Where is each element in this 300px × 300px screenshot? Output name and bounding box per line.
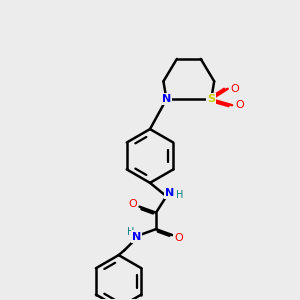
Text: N: N — [165, 188, 175, 198]
Text: H: H — [128, 226, 135, 236]
Text: N: N — [132, 232, 141, 242]
Text: O: O — [175, 233, 183, 243]
Text: S: S — [207, 94, 215, 104]
Text: O: O — [231, 84, 239, 94]
Text: O: O — [129, 199, 137, 209]
Text: N: N — [162, 94, 171, 104]
Text: H: H — [176, 190, 184, 200]
Text: O: O — [235, 100, 244, 110]
